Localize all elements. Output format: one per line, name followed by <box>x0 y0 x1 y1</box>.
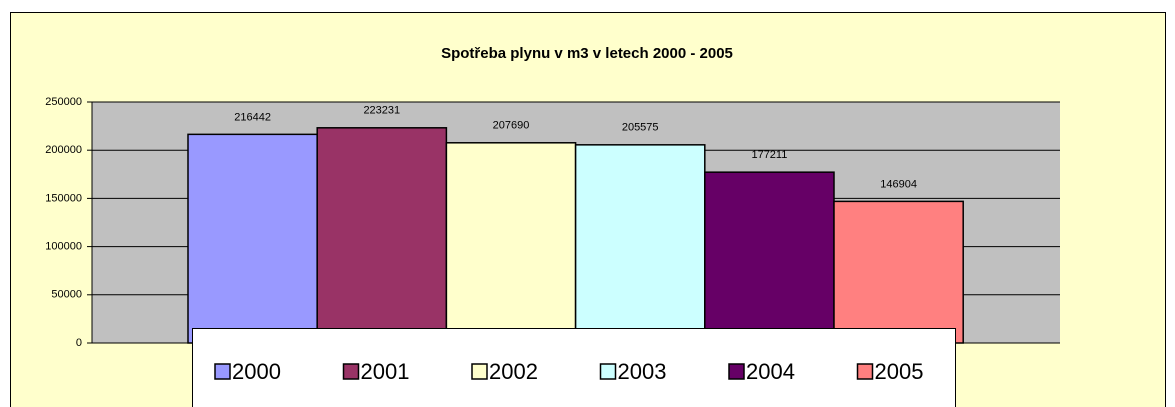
y-tick-label: 50000 <box>51 289 82 301</box>
y-tick-label: 0 <box>76 337 82 349</box>
legend-marker <box>728 363 745 380</box>
legend-label: 2002 <box>489 359 538 384</box>
y-tick-label: 100000 <box>45 241 82 253</box>
legend-marker <box>599 363 617 380</box>
bar <box>574 144 706 344</box>
data-label: 177211 <box>751 149 787 161</box>
y-tick-label: 250000 <box>45 96 82 108</box>
bar <box>704 171 835 344</box>
bar <box>833 200 964 344</box>
legend-label: 2001 <box>361 359 410 384</box>
legend-marker <box>342 363 360 380</box>
data-label: 207690 <box>493 120 530 132</box>
data-label: 223231 <box>363 105 400 117</box>
legend-label: 2003 <box>618 359 667 384</box>
legend <box>192 328 956 407</box>
data-label: 146904 <box>880 178 917 190</box>
legend-marker <box>471 363 488 380</box>
legend-label: 2000 <box>232 359 281 384</box>
legend-marker <box>214 363 231 380</box>
legend-label: 2004 <box>746 359 795 384</box>
chart-title: Spotřeba plynu v m3 v letech 2000 - 2005 <box>441 45 733 62</box>
y-tick-label: 150000 <box>45 192 82 204</box>
legend-label: 2005 <box>875 359 924 384</box>
bar <box>316 127 448 344</box>
legend-marker <box>856 363 874 380</box>
y-tick-label: 200000 <box>45 144 82 156</box>
data-label: 216442 <box>234 111 271 123</box>
bar <box>445 142 577 344</box>
data-label: 205575 <box>622 122 659 134</box>
bar <box>187 133 318 344</box>
